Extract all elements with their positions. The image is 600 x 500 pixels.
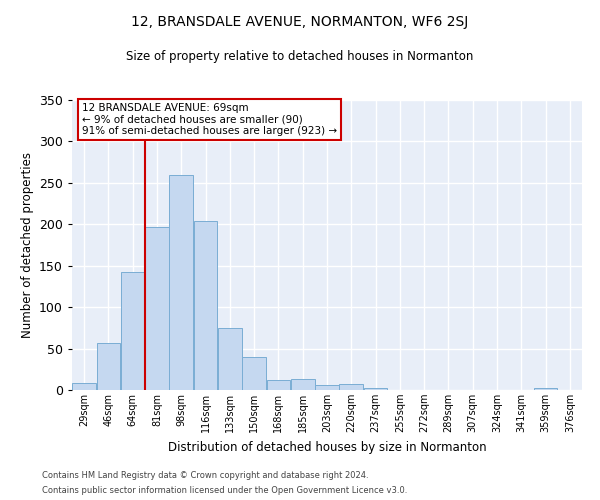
- Bar: [121, 272, 145, 390]
- Bar: [291, 379, 314, 390]
- X-axis label: Distribution of detached houses by size in Normanton: Distribution of detached houses by size …: [167, 440, 487, 454]
- Text: Contains public sector information licensed under the Open Government Licence v3: Contains public sector information licen…: [42, 486, 407, 495]
- Bar: [533, 388, 557, 390]
- Bar: [242, 357, 266, 390]
- Bar: [315, 385, 339, 390]
- Bar: [364, 388, 388, 390]
- Bar: [218, 328, 242, 390]
- Text: 12 BRANSDALE AVENUE: 69sqm
← 9% of detached houses are smaller (90)
91% of semi-: 12 BRANSDALE AVENUE: 69sqm ← 9% of detac…: [82, 103, 337, 136]
- Text: Contains HM Land Registry data © Crown copyright and database right 2024.: Contains HM Land Registry data © Crown c…: [42, 471, 368, 480]
- Y-axis label: Number of detached properties: Number of detached properties: [20, 152, 34, 338]
- Bar: [340, 384, 363, 390]
- Bar: [169, 174, 193, 390]
- Bar: [266, 380, 290, 390]
- Bar: [194, 221, 217, 390]
- Bar: [97, 343, 121, 390]
- Bar: [145, 227, 169, 390]
- Text: Size of property relative to detached houses in Normanton: Size of property relative to detached ho…: [127, 50, 473, 63]
- Bar: [72, 382, 96, 390]
- Text: 12, BRANSDALE AVENUE, NORMANTON, WF6 2SJ: 12, BRANSDALE AVENUE, NORMANTON, WF6 2SJ: [131, 15, 469, 29]
